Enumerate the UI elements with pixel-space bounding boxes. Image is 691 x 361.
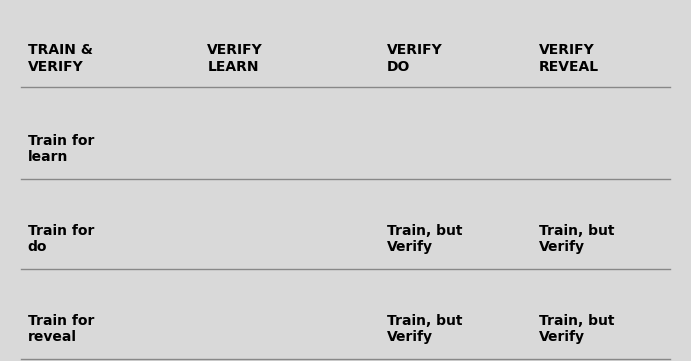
Text: Train, but
Verify: Train, but Verify xyxy=(387,314,462,344)
Text: Train, but
Verify: Train, but Verify xyxy=(387,224,462,254)
Text: Train for
learn: Train for learn xyxy=(28,134,94,164)
Text: Train for
reveal: Train for reveal xyxy=(28,314,94,344)
Text: VERIFY
LEARN: VERIFY LEARN xyxy=(207,43,263,74)
Text: VERIFY
REVEAL: VERIFY REVEAL xyxy=(539,43,599,74)
Text: Train, but
Verify: Train, but Verify xyxy=(539,224,614,254)
Text: TRAIN &
VERIFY: TRAIN & VERIFY xyxy=(28,43,93,74)
Text: Train for
do: Train for do xyxy=(28,224,94,254)
Text: VERIFY
DO: VERIFY DO xyxy=(387,43,443,74)
Text: Train, but
Verify: Train, but Verify xyxy=(539,314,614,344)
